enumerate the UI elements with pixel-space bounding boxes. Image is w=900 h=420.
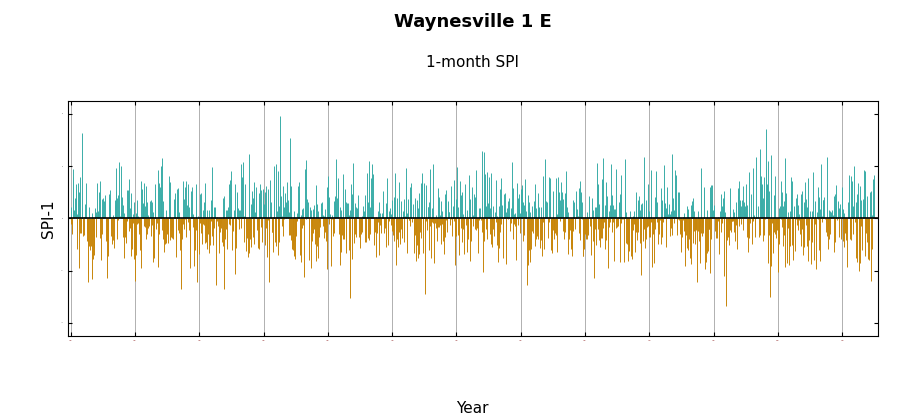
Text: Waynesville 1 E: Waynesville 1 E [393, 13, 552, 31]
Y-axis label: SPI-1: SPI-1 [40, 199, 56, 238]
Text: Year: Year [456, 401, 489, 416]
Text: 1-month SPI: 1-month SPI [426, 55, 519, 70]
